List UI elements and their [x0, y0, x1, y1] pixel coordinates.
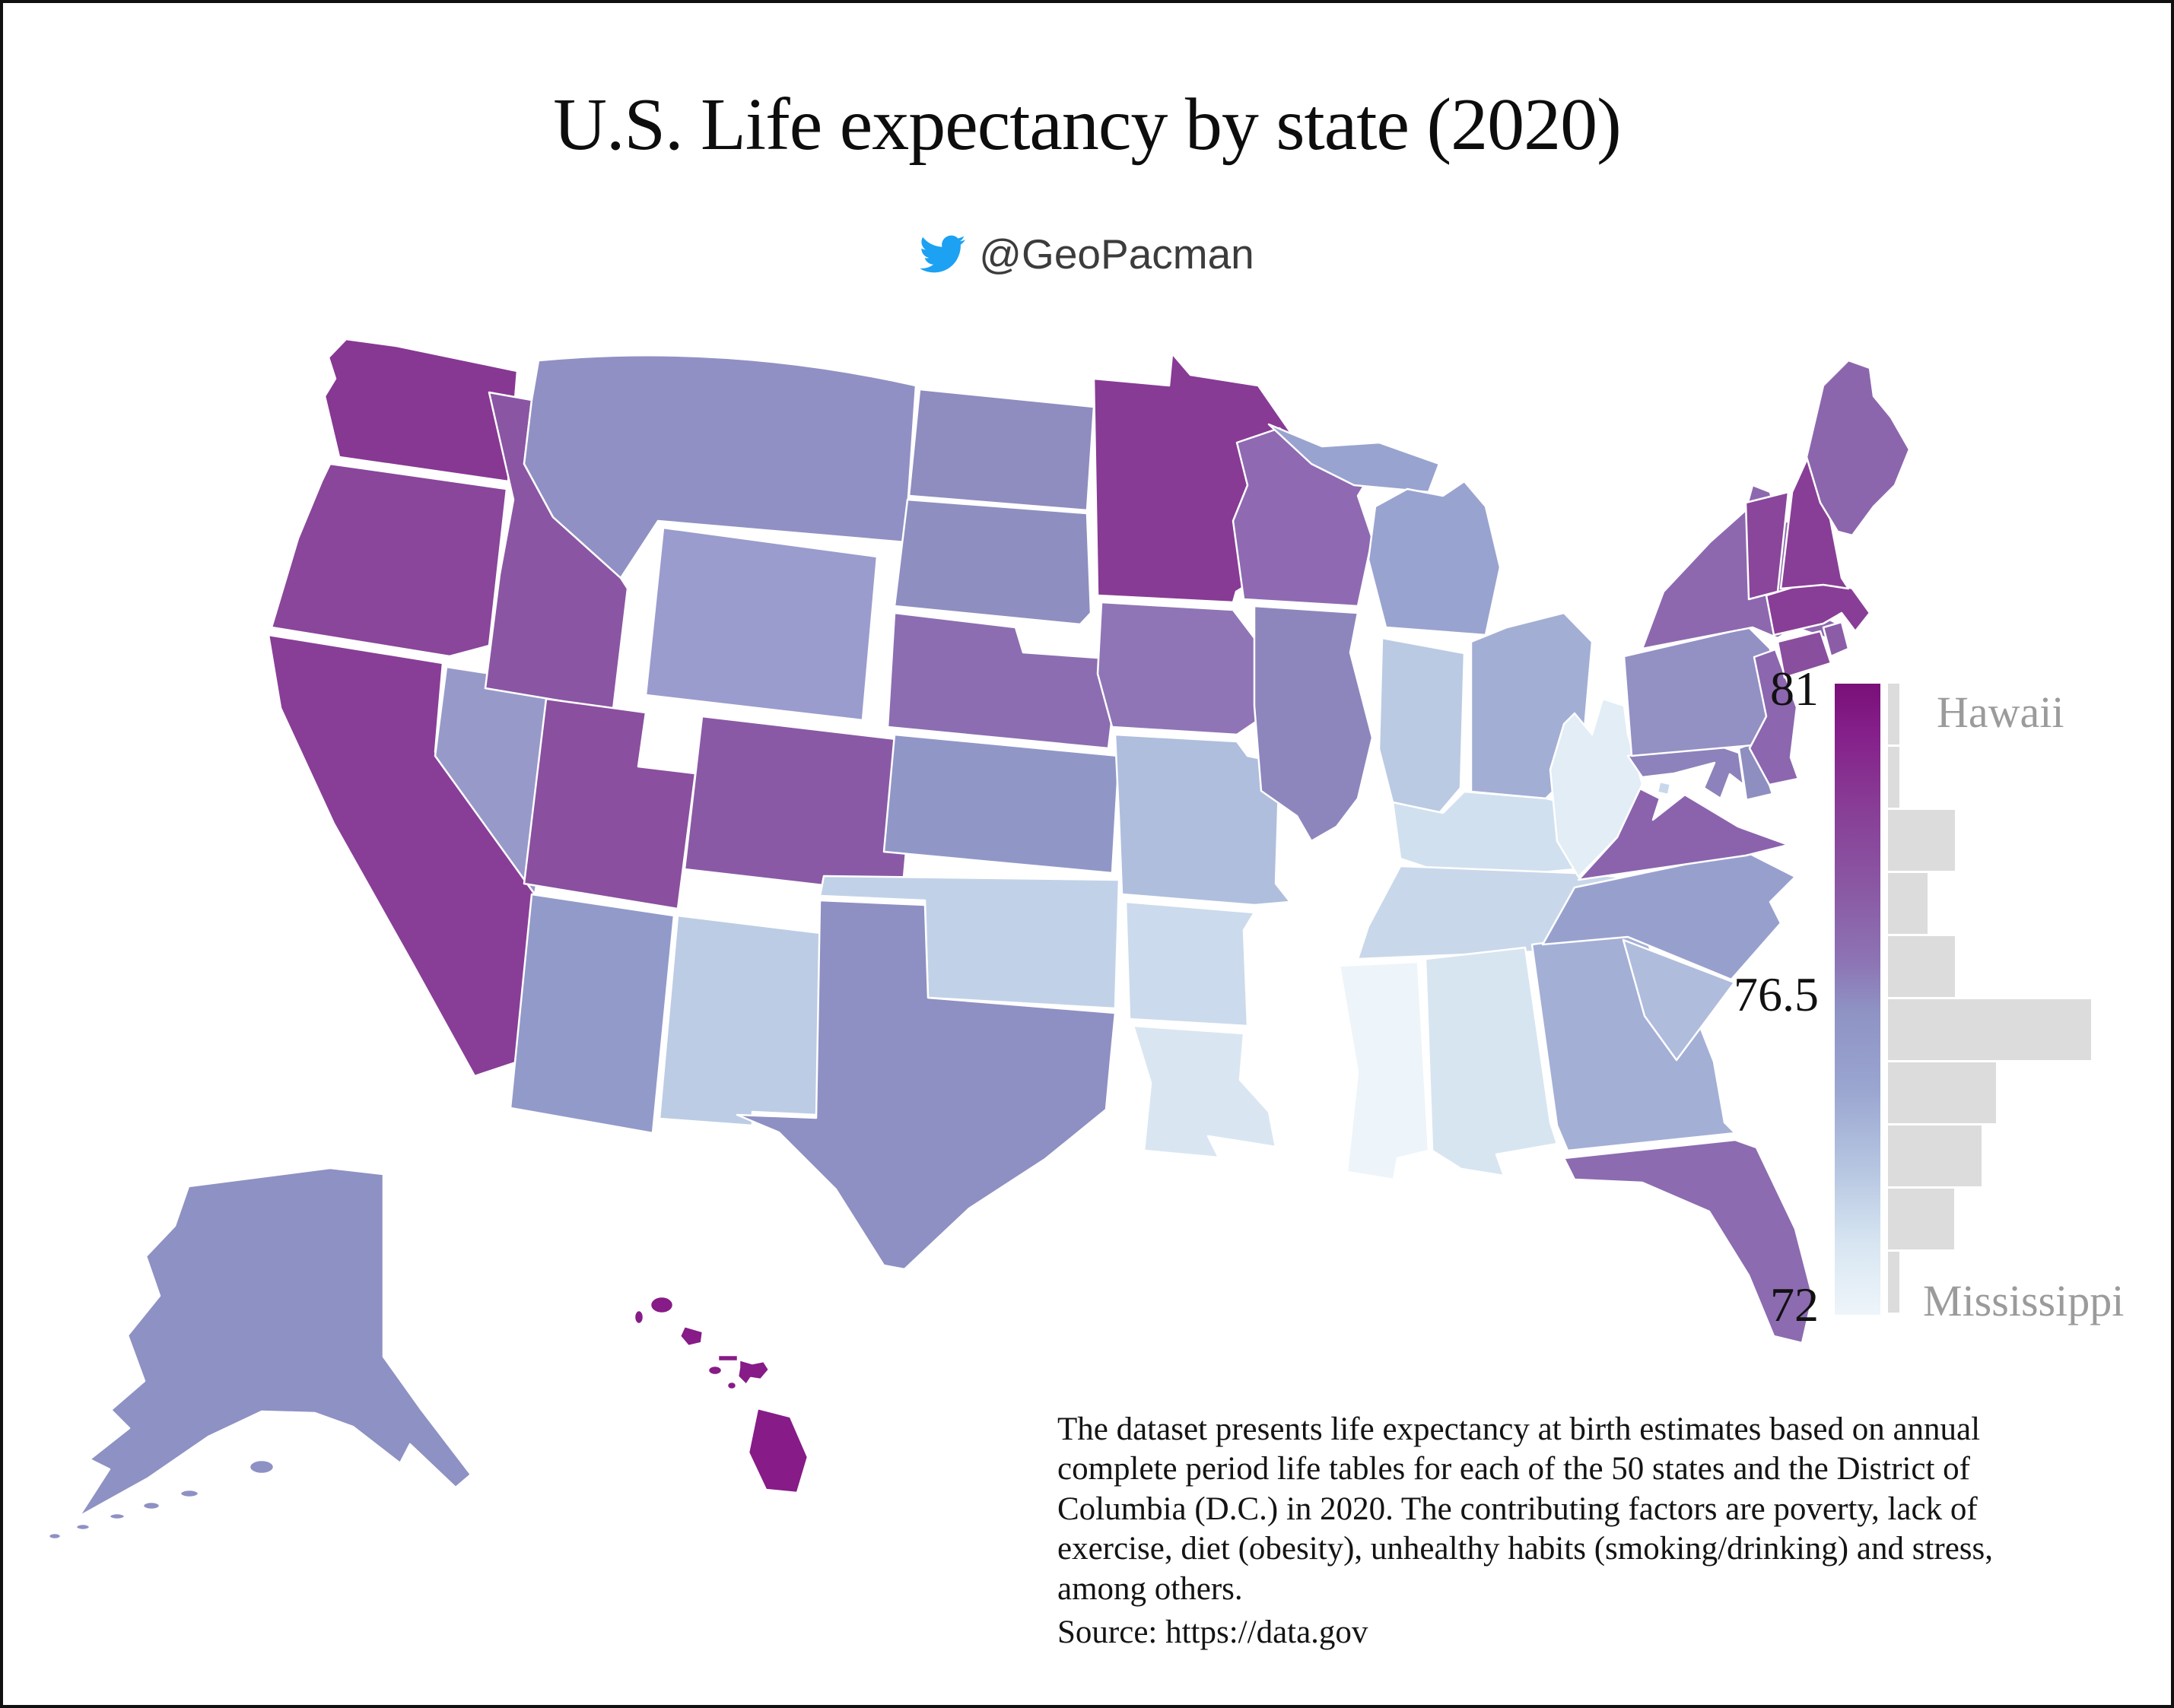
- state-alaska: [78, 1167, 472, 1518]
- byline: @GeoPacman: [3, 230, 2171, 278]
- state-oregon: [270, 462, 508, 658]
- state-kansas: [882, 733, 1120, 875]
- state-arizona: [509, 893, 675, 1135]
- twitter-bird-icon: [920, 235, 966, 273]
- state-maryland: [1626, 740, 1745, 800]
- state-alaska-kodiak-island: [248, 1459, 275, 1475]
- state-utah: [523, 697, 697, 910]
- state-maine: [1805, 359, 1911, 537]
- legend-annotation-mississippi: Mississippi: [1923, 1276, 2125, 1325]
- description-text: The dataset presents life expectancy at …: [1057, 1411, 1994, 1607]
- state-north-dakota: [907, 388, 1095, 512]
- histogram-bar: [1888, 747, 1899, 808]
- state-hawaii-kauai: [649, 1295, 675, 1315]
- state-iowa: [1096, 601, 1270, 736]
- state-alaska-aleutian-island: [179, 1488, 200, 1499]
- state-alaska-aleutian-island: [141, 1500, 161, 1511]
- state-montana: [523, 354, 917, 579]
- legend-histogram: [1888, 684, 2131, 1315]
- chart-title: U.S. Life expectancy by state (2020): [553, 84, 1622, 166]
- state-missouri: [1114, 733, 1292, 906]
- histogram-bar: [1888, 1252, 1899, 1313]
- source-text: Source: https://data.gov: [1057, 1614, 1368, 1650]
- histogram-bar: [1888, 684, 1899, 744]
- state-hawaii-molokai: [717, 1354, 739, 1363]
- histogram-bar: [1888, 999, 2091, 1060]
- state-north-carolina: [1541, 850, 1797, 981]
- legend-mid-label: 76.5: [1734, 967, 1819, 1021]
- state-mississippi: [1338, 960, 1430, 1181]
- state-washington: [323, 338, 519, 483]
- state-wyoming: [644, 526, 879, 722]
- histogram-bar: [1888, 1189, 1954, 1249]
- histogram-bar: [1888, 873, 1928, 934]
- histogram-bar: [1888, 1062, 1996, 1123]
- histogram-bar: [1888, 810, 1955, 871]
- state-michigan: [1367, 480, 1502, 637]
- state-alabama: [1424, 946, 1559, 1177]
- state-connecticut: [1776, 630, 1832, 679]
- state-california: [267, 633, 540, 1078]
- state-alaska-aleutian-island: [75, 1522, 91, 1532]
- state-nebraska: [886, 611, 1120, 750]
- state-hawaii-big-island: [747, 1407, 809, 1494]
- state-louisiana: [1132, 1024, 1277, 1159]
- state-arkansas: [1124, 900, 1256, 1027]
- state-south-carolina: [1622, 938, 1736, 1062]
- state-hawaii-kahoolawe: [726, 1380, 738, 1391]
- state-vermont: [1744, 490, 1790, 601]
- state-rhode-island: [1822, 621, 1850, 658]
- state-hawaii-lanai: [707, 1364, 723, 1376]
- legend-annotation-hawaii: Hawaii: [1937, 687, 2064, 737]
- state-alaska-aleutian-island: [108, 1512, 126, 1521]
- legend-colorbar: [1835, 684, 1880, 1315]
- us-choropleth-map: [47, 338, 1911, 1541]
- state-texas: [736, 899, 1117, 1271]
- state-new-mexico: [658, 914, 828, 1127]
- histogram-bar: [1888, 1125, 1982, 1186]
- state-michigan-upper-peninsula: [1267, 423, 1441, 494]
- state-alaska-aleutian-island: [47, 1532, 62, 1541]
- state-florida: [1562, 1138, 1814, 1344]
- state-colorado: [683, 715, 917, 896]
- state-hawaii-maui: [736, 1358, 771, 1386]
- state-hawaii-niihau: [633, 1309, 645, 1325]
- legend-max-label: 81: [1770, 662, 1819, 716]
- state-indiana: [1378, 637, 1466, 814]
- state-district-of-columbia: [1656, 780, 1672, 796]
- histogram-bar: [1888, 936, 1955, 997]
- state-south-dakota: [893, 498, 1092, 626]
- state-illinois: [1253, 605, 1374, 843]
- twitter-handle: @GeoPacman: [979, 230, 1254, 278]
- legend-min-label: 72: [1770, 1278, 1819, 1332]
- state-hawaii-oahu: [679, 1325, 704, 1348]
